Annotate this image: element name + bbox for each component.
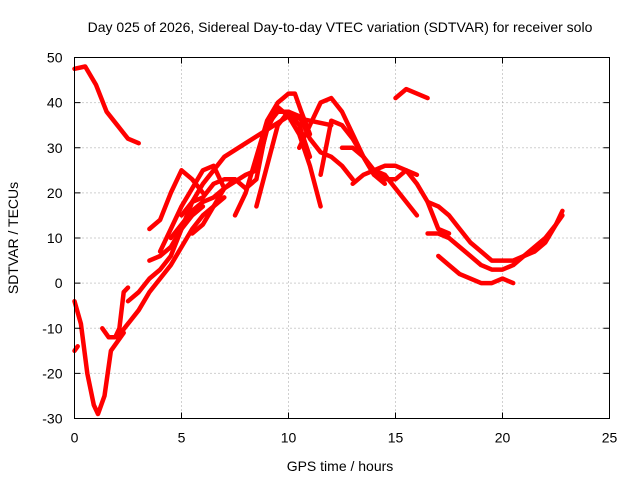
y-axis: -30 -20 -10 0 10 20 30 40 50	[42, 50, 610, 427]
x-tick-label: 5	[178, 430, 186, 446]
series-line-21	[425, 199, 565, 263]
series-line-22	[425, 213, 565, 272]
series-line-14	[243, 109, 313, 191]
chart-title: Day 025 of 2026, Sidereal Day-to-day VTE…	[88, 19, 593, 35]
series-line-3	[72, 344, 80, 354]
x-tick-label: 15	[388, 430, 404, 446]
series-line-20	[393, 86, 430, 101]
y-tick-label: 30	[47, 140, 63, 156]
series-line-23	[436, 253, 516, 286]
x-tick-label: 10	[281, 430, 297, 446]
y-tick-label: 50	[47, 50, 63, 66]
series-group	[72, 64, 565, 417]
series-line-6	[125, 204, 206, 304]
x-tick-label: 0	[71, 430, 79, 446]
y-tick-label: 0	[55, 275, 63, 291]
y-tick-label: -20	[42, 365, 62, 381]
y-tick-label: 10	[47, 230, 63, 246]
series-line-11	[179, 177, 238, 218]
y-axis-label: SDTVAR / TECUs	[5, 182, 21, 294]
series-line-4	[100, 285, 131, 340]
series-line-1	[72, 64, 141, 146]
y-tick-label: -10	[42, 320, 62, 336]
x-tick-label: 20	[495, 430, 511, 446]
x-axis-label: GPS time / hours	[287, 458, 394, 474]
x-axis: 0 5 10 15 20 25	[71, 57, 618, 446]
x-tick-label: 25	[602, 430, 618, 446]
series-line-2	[72, 298, 126, 417]
series-line-13	[232, 91, 313, 218]
series-line-9	[157, 163, 227, 254]
y-tick-label: -30	[42, 411, 62, 427]
series-line-19	[350, 163, 452, 236]
y-tick-label: 40	[47, 95, 63, 111]
series-line-15	[254, 109, 355, 209]
series-line-5	[115, 195, 227, 340]
y-tick-label: 20	[47, 185, 63, 201]
